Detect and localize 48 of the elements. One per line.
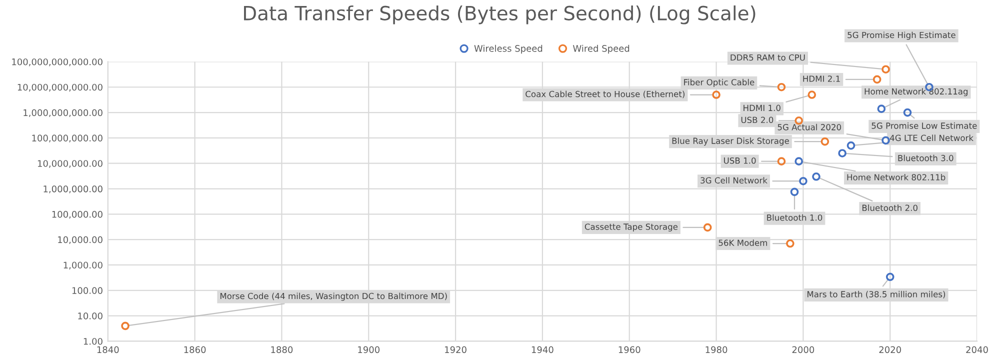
x-tick-label: 2040 — [966, 346, 988, 354]
x-tick-label: 1840 — [97, 346, 119, 354]
y-tick-label: 1,000,000,000.00 — [24, 109, 102, 118]
annotation: Morse Code (44 miles, Wasington DC to Baltimore MD) — [220, 292, 447, 301]
x-tick-label: 1860 — [184, 346, 206, 354]
x-tick-label: 2020 — [879, 346, 901, 354]
annotation: 4G LTE Cell Network — [890, 134, 974, 142]
y-tick-label: 10,000.00 — [58, 236, 102, 244]
x-tick-label: 1980 — [706, 346, 728, 354]
x-tick-label: 1940 — [532, 346, 554, 354]
y-tick-label: 10,000,000.00 — [38, 160, 102, 168]
y-tick-label: 1,000.00 — [64, 262, 102, 270]
x-tick-label: 1880 — [271, 346, 293, 354]
annotation: Mars to Earth (38.5 million miles) — [808, 290, 946, 298]
annotation: 3G Cell Network — [700, 177, 768, 184]
annotation: Home Network 802.11ag — [864, 88, 968, 96]
annotation: 56K Modem — [718, 239, 767, 246]
annotation: 5G Promise High Estimate — [848, 32, 956, 40]
annotation: HDMI 2.1 — [803, 76, 840, 82]
y-tick-label: 100,000,000.00 — [32, 134, 102, 142]
annotation: 5G Promise Low Estimate — [872, 122, 977, 129]
legend-label: Wireless Speed — [474, 44, 542, 54]
annotation: 5G Actual 2020 — [778, 124, 842, 130]
annotation: Cassette Tape Storage — [584, 224, 678, 232]
y-tick-label: 100.00 — [72, 287, 102, 294]
annotation: Bluetooth 1.0 — [767, 214, 822, 221]
x-tick-label: 1920 — [445, 346, 466, 354]
y-tick-label: 1.00 — [84, 338, 102, 345]
y-tick-label: 1,000,000.00 — [44, 185, 102, 194]
y-tick-label: 10,000,000,000.00 — [18, 84, 102, 92]
annotation: DDR5 RAM to CPU — [730, 54, 805, 61]
annotation: Blue Ray Laser Disk Storage — [672, 138, 789, 146]
annotation: HDMI 1.0 — [744, 104, 780, 112]
annotation: USB 2.0 — [741, 116, 774, 124]
x-tick-label: 1960 — [618, 346, 640, 354]
annotation: Bluetooth 2.0 — [862, 204, 918, 211]
x-tick-label: 2000 — [792, 346, 814, 354]
y-tick-label: 100,000.00 — [52, 210, 102, 219]
y-tick-label: 100,000,000,000.00 — [12, 58, 102, 66]
annotation: Bluetooth 3.0 — [898, 154, 954, 162]
y-tick-label: 10.00 — [78, 312, 102, 320]
annotation: Fiber Optic Cable — [684, 78, 754, 87]
chart-title: Data Transfer Speeds (Bytes per Second) (Log Scale) — [244, 5, 756, 24]
annotation: Home Network 802.11b — [847, 174, 946, 180]
annotation: USB 1.0 — [724, 157, 756, 164]
x-tick-label: 1900 — [358, 346, 380, 354]
legend-label: Wired Speed — [573, 44, 630, 54]
annotation: Coax Cable Street to House (Ethernet) — [526, 90, 684, 98]
